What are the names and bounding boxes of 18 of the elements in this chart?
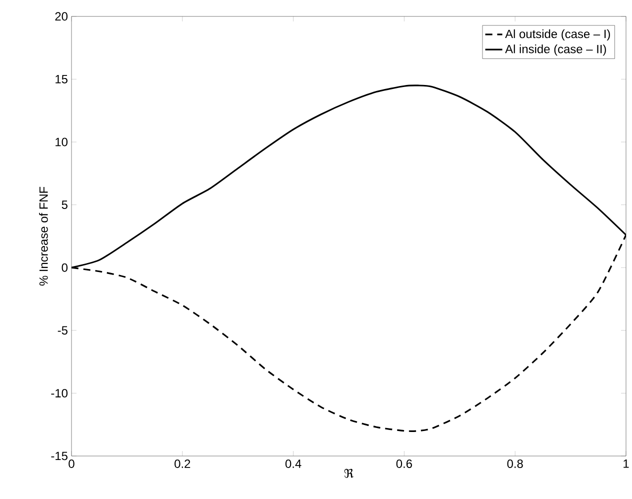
x-tick-label: 0 <box>68 460 74 468</box>
x-tick-label: 0.8 <box>507 460 523 468</box>
x-axis-title: ℜ <box>344 468 354 478</box>
y-tick-label: -10 <box>51 388 68 398</box>
y-tick-label: 15 <box>56 75 68 84</box>
x-tick-label: 0.4 <box>285 460 302 468</box>
y-tick-label: 5 <box>62 200 68 209</box>
y-tick-label: 10 <box>56 138 68 146</box>
x-tick-label: 1 <box>624 460 629 468</box>
y-tick-label: 0 <box>62 263 68 272</box>
legend-label: Al outside (case – I) <box>505 29 610 41</box>
y-tick-label: 20 <box>55 12 68 21</box>
y-tick-label: -15 <box>51 452 68 460</box>
x-tick-label: 0.2 <box>174 460 190 468</box>
legend-label: Al inside (case – II) <box>505 44 606 56</box>
y-axis-title: % Increase of FNF <box>39 186 48 286</box>
x-tick-label: 0.6 <box>396 460 412 468</box>
y-tick-label: -5 <box>58 326 68 335</box>
